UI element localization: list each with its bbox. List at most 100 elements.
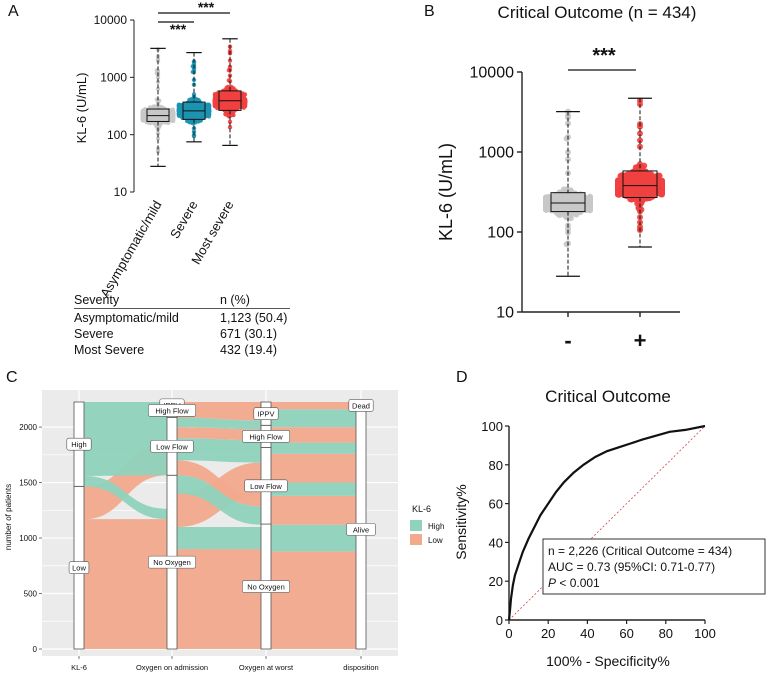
data-point [638, 206, 645, 213]
panel-b-boxplot: Critical Outcome (n = 434) KL-6 (U/mL) *… [436, 3, 696, 353]
data-point [565, 120, 571, 127]
panel-b-title: Critical Outcome (n = 434) [498, 3, 697, 22]
y-tick-label: 1000 [478, 145, 514, 162]
data-point [206, 114, 212, 119]
stratum-label-box [148, 404, 197, 417]
x-axis-category: disposition [343, 663, 378, 672]
data-point [170, 107, 176, 112]
data-point [543, 195, 549, 202]
box-iqr [622, 170, 658, 198]
data-point [567, 187, 574, 194]
data-point [560, 186, 567, 193]
y-tick-label: 0 [496, 613, 503, 628]
stratum-label: Low Flow [156, 442, 188, 451]
panel-c-alluvial: number of patients KL-6 High Low 0 500 100… [4, 390, 444, 672]
stratum-label: Low [72, 564, 86, 573]
alluvial-flow [84, 519, 167, 649]
data-point [563, 241, 570, 248]
data-point [206, 103, 212, 108]
data-point [227, 125, 233, 130]
panel-b-sig: *** [592, 45, 616, 67]
x-tick-label: 20 [541, 626, 555, 641]
stratum-label-box [150, 440, 194, 453]
y-tick-label: 10000 [470, 65, 515, 82]
alluvial-flow [84, 475, 167, 520]
reference-diagonal [508, 425, 706, 621]
data-point [562, 212, 569, 219]
stratum-label-box [348, 399, 374, 412]
legend-label-low: Low [428, 536, 443, 545]
stratum-label: High Flow [249, 432, 283, 441]
y-tick-label: 1500 [19, 479, 37, 488]
data-point [565, 149, 571, 156]
alluvial-flow [84, 416, 167, 476]
data-point [587, 206, 593, 213]
data-point [231, 112, 236, 118]
data-point [587, 201, 593, 208]
data-point [617, 173, 624, 180]
roc-curve [507, 424, 706, 621]
stratum-label: No Oxygen [247, 583, 285, 592]
stratum-label: High Flow [155, 406, 189, 415]
alluvial-flow [177, 427, 261, 441]
alluvial-flow [271, 409, 356, 428]
panel-a-sig-2: *** [198, 0, 215, 15]
data-point [206, 106, 212, 112]
data-point [656, 172, 663, 179]
stratum-label: No Oxygen [153, 558, 191, 567]
y-tick-label: 60 [489, 497, 503, 512]
table-row: Severe 671 (30.1) [74, 326, 290, 342]
data-point [155, 136, 161, 141]
legend-title: KL-6 [412, 504, 431, 514]
alluvial-flow [271, 482, 356, 496]
x-category-label: - [564, 328, 571, 353]
y-tick-label: 10 [496, 305, 514, 322]
data-point [551, 207, 557, 214]
data-point [637, 130, 643, 137]
roc-annotation-box [542, 538, 766, 595]
y-tick-label: 80 [489, 458, 503, 473]
roc-annotation-auc: AUC = 0.73 (95%CI: 0.71-0.77) [548, 560, 715, 574]
stratum-label-box [253, 407, 279, 420]
panel-label-b: B [424, 3, 435, 20]
panel-c-ylabel: number of patients [4, 484, 13, 550]
panel-a-boxplot: KL-6 (U/mL) *** *** 10 100 1000 10000 Asympt… [74, 0, 248, 300]
y-tick-label: 100 [481, 419, 503, 434]
alluvial-flow [84, 402, 167, 418]
x-category-label: Severe [167, 198, 201, 241]
data-point [224, 85, 229, 91]
alluvial-flow [271, 495, 356, 525]
x-tick-label: 60 [619, 626, 633, 641]
roc-annotation-p: P < 0.001 [548, 576, 600, 590]
data-point [215, 91, 220, 96]
x-tick-label: 100 [694, 626, 716, 641]
alluvial-flow [271, 524, 356, 552]
data-point [615, 188, 621, 195]
data-point [227, 64, 233, 70]
stratum-label-box [242, 430, 291, 443]
data-point [158, 122, 163, 127]
table-header: Severity n (%) [74, 292, 290, 309]
data-point [648, 171, 655, 178]
alluvial-flow [271, 402, 356, 410]
data-point [543, 206, 549, 213]
table-cell-label: Asymptomatic/mild [74, 311, 179, 325]
stratum-label-box [244, 479, 288, 493]
data-point [659, 178, 665, 185]
data-point [624, 171, 631, 178]
data-point [191, 92, 197, 97]
y-tick-label: 500 [24, 590, 38, 599]
table-cell-value: 671 (30.1) [220, 327, 277, 341]
y-tick-label: 20 [489, 574, 503, 589]
y-tick-label: 10 [114, 185, 128, 199]
legend-label-high: High [428, 522, 444, 531]
data-point [212, 101, 218, 107]
stratum-label: IPPV [257, 410, 274, 419]
data-point [565, 114, 571, 121]
x-axis-category: KL-6 [71, 663, 87, 672]
stratum-label-box [66, 437, 92, 451]
legend-swatch-low [410, 534, 422, 545]
legend-swatch-high [410, 520, 422, 531]
data-point [155, 74, 161, 80]
alluvial-flow [177, 417, 261, 430]
